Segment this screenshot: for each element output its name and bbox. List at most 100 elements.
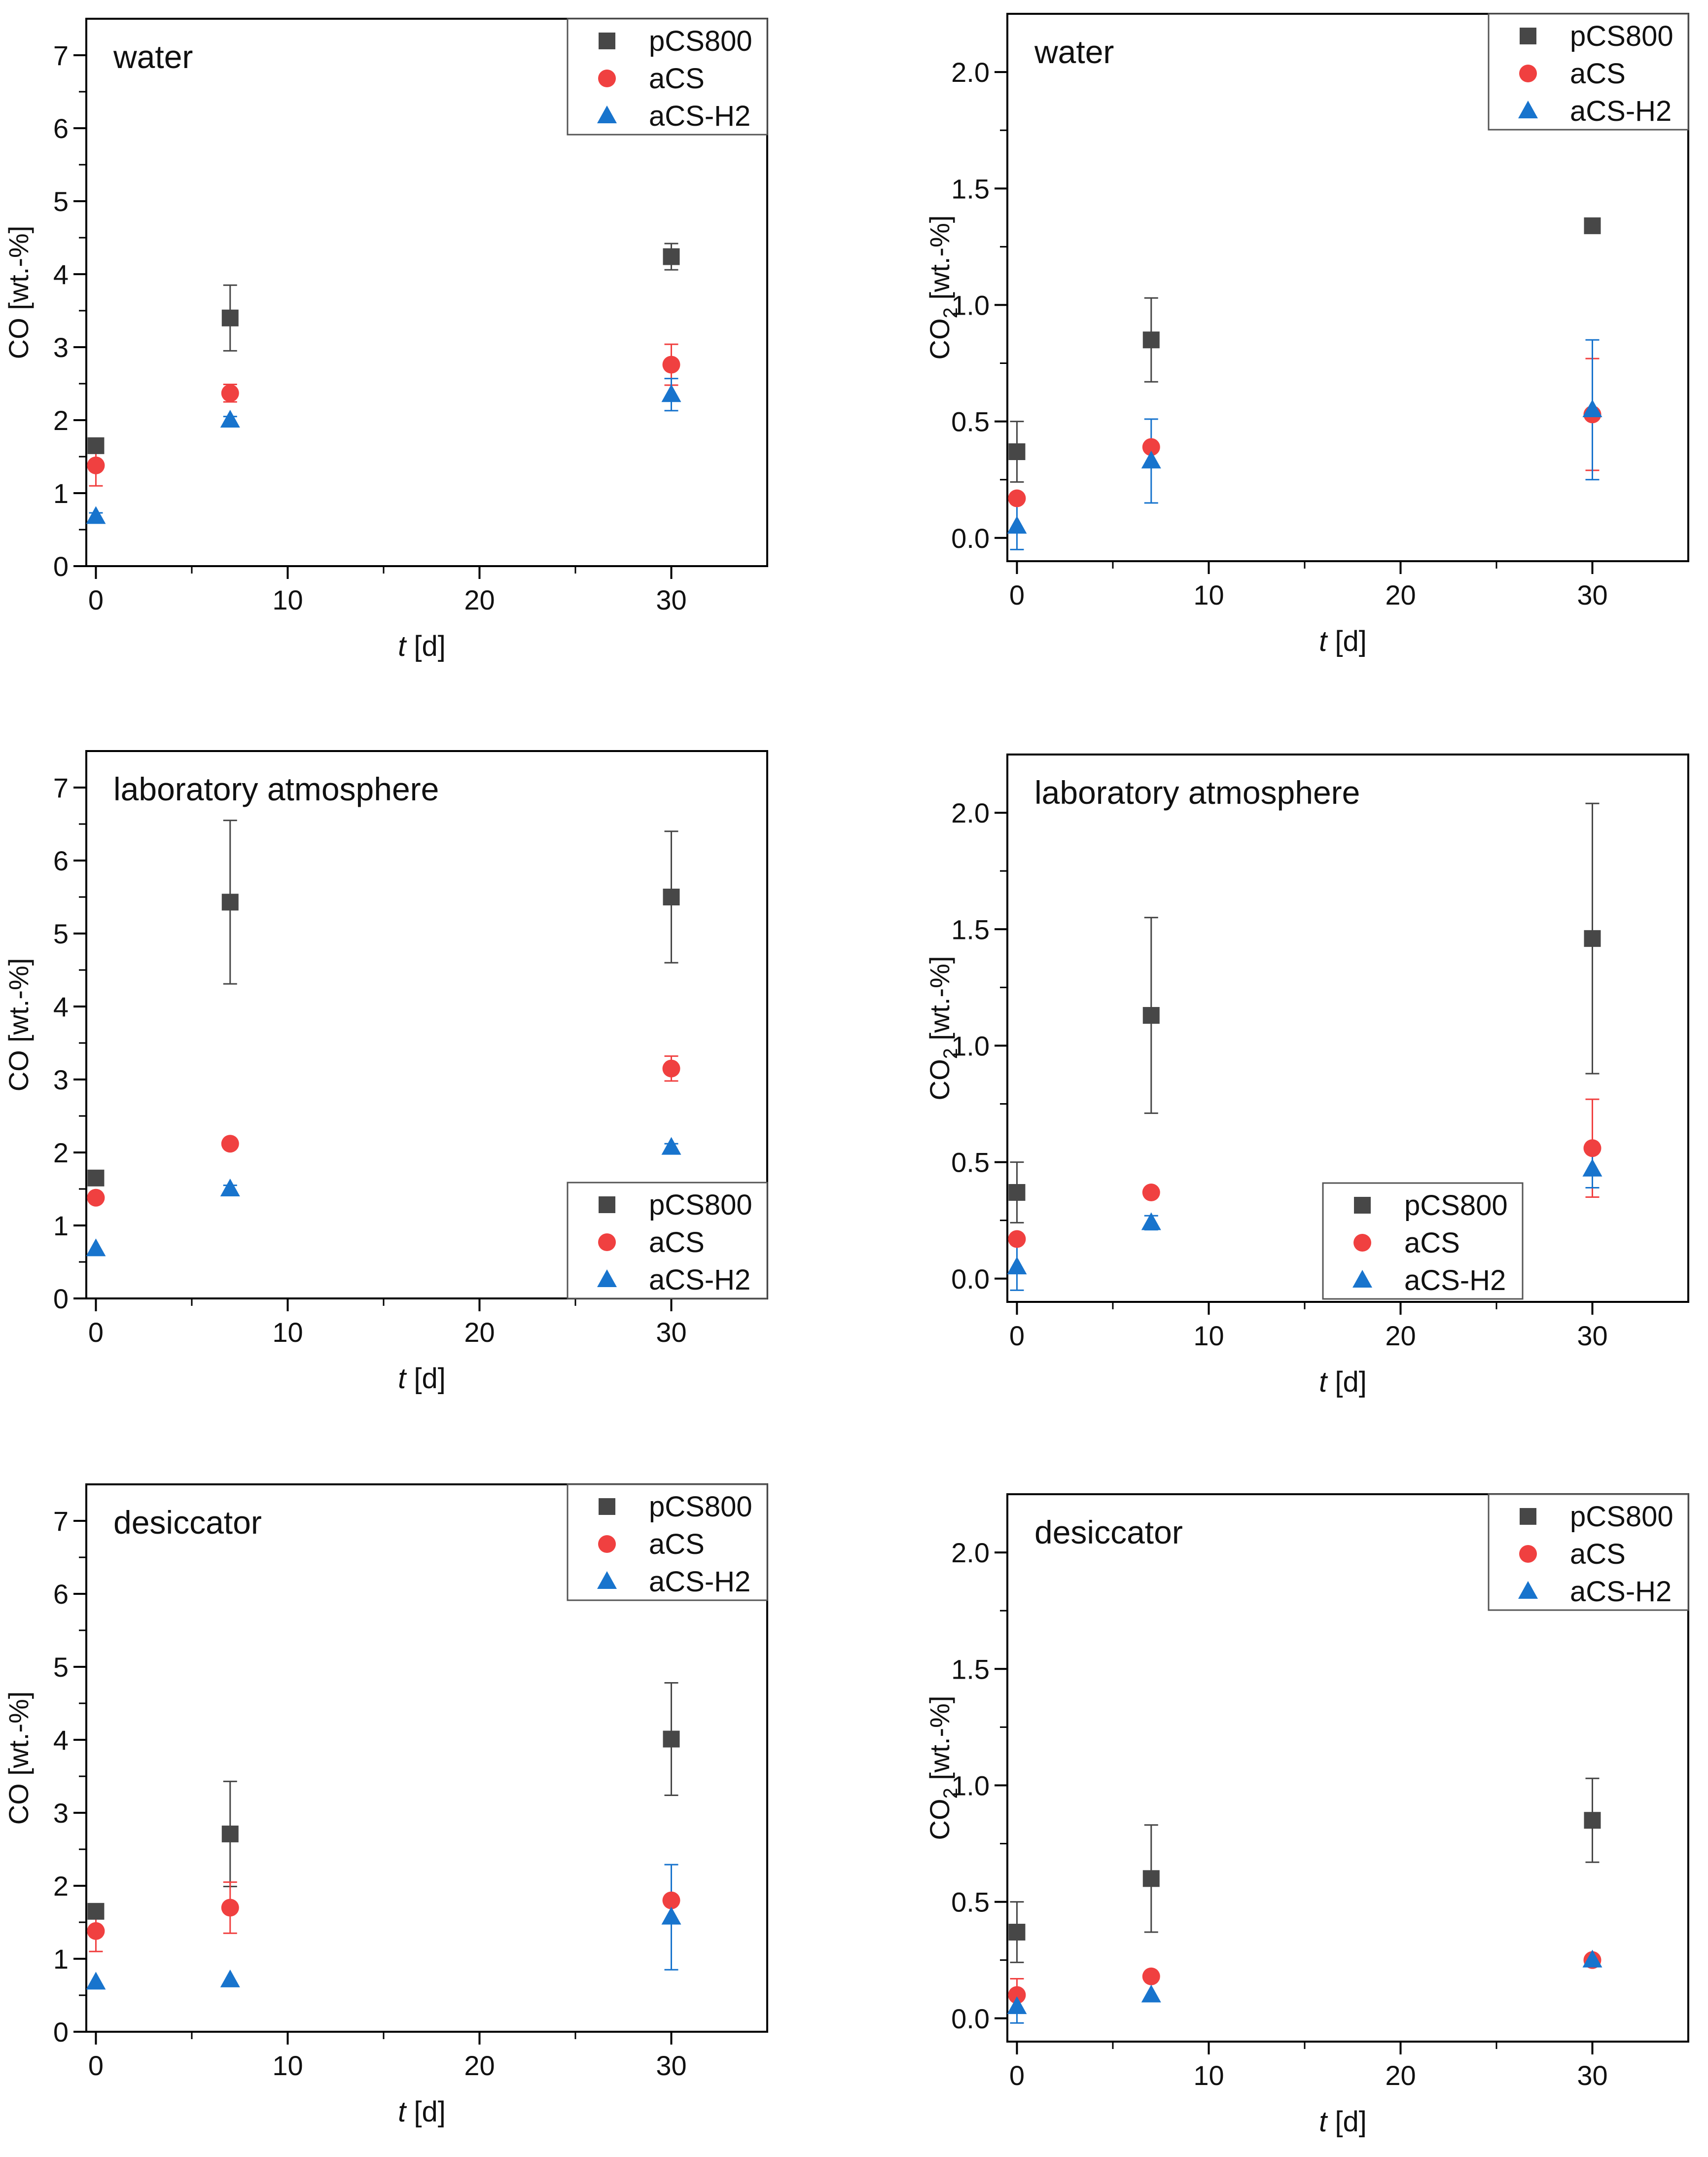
y-tick-label: 2 — [53, 1137, 69, 1168]
y-tick-label: 0.0 — [951, 523, 990, 554]
legend: pCS800 aCS aCS-H2 — [567, 18, 768, 136]
y-tick-label: 0 — [53, 1283, 69, 1314]
y-tick-label: 4 — [53, 1725, 69, 1756]
chart-panel-1: 0 10 20 30 0 1 2 3 4 5 6 7 t [d] CO [wt.-%] water pCS80… — [3, 18, 768, 662]
y-tick-label: 0.0 — [951, 2003, 990, 2034]
aCS-point — [662, 356, 680, 374]
y-axis-label-main: CO — [924, 1798, 955, 1840]
pCS800-point — [87, 1903, 105, 1920]
legend-aCS-marker — [598, 70, 616, 87]
legend-pCS800-label: pCS800 — [1570, 20, 1673, 52]
y-tick-label: 2 — [53, 1870, 69, 1902]
chart-panel-4: 0 10 20 30 0.0 0.5 1.0 1.5 2.0 t [d] CO2 [wt.-%] la… — [924, 754, 1689, 1398]
pCS800-point — [1584, 217, 1601, 234]
aCS-H2-point — [661, 384, 681, 402]
pCS800-point — [663, 1730, 680, 1748]
x-axis-label-var: t — [398, 630, 407, 662]
x-axis-label-unit: [d] — [1327, 625, 1367, 657]
y-tick-label: 3 — [53, 1064, 69, 1095]
y-tick-label: 1.5 — [951, 1654, 990, 1685]
x-tick-label: 10 — [1193, 2060, 1224, 2091]
panel-title: desiccator — [1034, 1514, 1183, 1550]
legend-aCS-H2-marker — [1518, 1581, 1538, 1599]
y-axis-label-main: CO — [3, 1783, 34, 1825]
legend: pCS800 aCS aCS-H2 — [567, 1182, 768, 1299]
legend-aCS-marker — [1353, 1234, 1371, 1252]
pCS800-point — [87, 437, 105, 454]
x-tick-label: 10 — [272, 584, 303, 615]
y-axis-label: CO2 [wt.-%] — [924, 956, 961, 1101]
pCS800-point — [221, 894, 239, 911]
plot-frame — [1006, 13, 1689, 562]
y-axis-label: CO2 [wt.-%] — [924, 1696, 961, 1840]
pCS800-point — [1008, 1184, 1026, 1201]
pCS800-point — [1584, 930, 1601, 947]
y-tick-label: 0.5 — [951, 1887, 990, 1918]
panel-title: laboratory atmosphere — [113, 771, 439, 807]
y-axis-label-subscript: 2 — [940, 1048, 961, 1059]
chart-panel-5: 0 10 20 30 0 1 2 3 4 5 6 7 t [d] CO [wt.-%] desiccator… — [3, 1483, 768, 2128]
y-tick-label: 5 — [53, 1652, 69, 1683]
plot-frame — [85, 18, 768, 567]
x-tick-label: 10 — [272, 2050, 303, 2081]
plot-frame — [85, 1483, 768, 2033]
legend-aCS-H2-label: aCS-H2 — [1404, 1264, 1506, 1296]
legend-pCS800-marker — [1520, 28, 1536, 44]
panel-title: desiccator — [113, 1504, 262, 1541]
y-tick-label: 2.0 — [951, 797, 990, 828]
legend-aCS-H2-marker — [597, 1269, 617, 1287]
y-tick-label: 6 — [53, 113, 69, 144]
legend-aCS-H2-marker — [1518, 101, 1538, 118]
pCS800-point — [221, 1825, 239, 1842]
legend-pCS800-marker — [599, 33, 615, 49]
chart-panel-3: 0 10 20 30 0 1 2 3 4 5 6 7 t [d] CO [wt.-%] laboratory… — [3, 750, 768, 1395]
x-tick-label: 30 — [1577, 1320, 1607, 1351]
legend: pCS800 aCS aCS-H2 — [1488, 1493, 1689, 1611]
x-axis-label-unit: [d] — [406, 630, 446, 662]
y-axis-label-unit: [wt.-%] — [924, 216, 955, 308]
y-axis-label-unit: [wt.-%] — [924, 956, 955, 1048]
legend-aCS-H2-marker — [597, 1571, 617, 1589]
pCS800-point — [663, 889, 680, 905]
panel-title: laboratory atmosphere — [1034, 774, 1360, 811]
aCS-H2-point — [1007, 1996, 1027, 2014]
pCS800-point — [87, 1169, 105, 1186]
aCS-H2-point — [220, 1179, 240, 1196]
panel-title: water — [1034, 34, 1114, 70]
x-tick-label: 10 — [272, 1317, 303, 1348]
legend-aCS-H2-label: aCS-H2 — [649, 1264, 750, 1296]
x-tick-label: 30 — [1577, 2060, 1607, 2091]
y-axis-label: CO2 [wt.-%] — [924, 216, 961, 360]
legend-aCS-marker — [1519, 1545, 1537, 1563]
y-tick-label: 7 — [53, 1506, 69, 1537]
y-axis-label-unit: [wt.-%] — [924, 1696, 955, 1788]
y-tick-label: 1.5 — [951, 173, 990, 204]
y-tick-label: 0.5 — [951, 406, 990, 437]
legend-pCS800-label: pCS800 — [1570, 1501, 1673, 1533]
y-axis-label: CO [wt.-%] — [3, 1691, 34, 1825]
chart-panel-6: 0 10 20 30 0.0 0.5 1.0 1.5 2.0 t [d] CO2 [wt.-%] de… — [924, 1493, 1689, 2138]
legend-pCS800-label: pCS800 — [1404, 1189, 1508, 1222]
x-tick-label: 0 — [1009, 1320, 1025, 1351]
legend-pCS800-marker — [599, 1498, 615, 1515]
x-tick-label: 30 — [656, 584, 686, 615]
y-tick-label: 1.0 — [951, 289, 990, 321]
y-tick-label: 6 — [53, 1579, 69, 1610]
legend-pCS800-marker — [599, 1196, 615, 1213]
legend-aCS-H2-marker — [1352, 1270, 1372, 1288]
x-axis-label-var: t — [1319, 2106, 1328, 2138]
pCS800-point — [1008, 1924, 1026, 1941]
aCS-point — [221, 1135, 239, 1153]
y-tick-label: 0 — [53, 551, 69, 582]
aCS-H2-point — [86, 1972, 106, 1990]
plot-frame — [85, 750, 768, 1299]
y-tick-label: 0 — [53, 2016, 69, 2048]
x-tick-label: 20 — [1385, 579, 1416, 611]
y-tick-label: 1 — [53, 1943, 69, 1975]
y-axis-label: CO [wt.-%] — [3, 958, 34, 1092]
legend-aCS-H2-label: aCS-H2 — [1570, 95, 1672, 127]
x-tick-label: 0 — [88, 2050, 104, 2081]
legend-aCS-label: aCS — [649, 63, 705, 95]
x-axis-label-unit: [d] — [1327, 2106, 1367, 2138]
aCS-H2-point — [1007, 516, 1027, 534]
